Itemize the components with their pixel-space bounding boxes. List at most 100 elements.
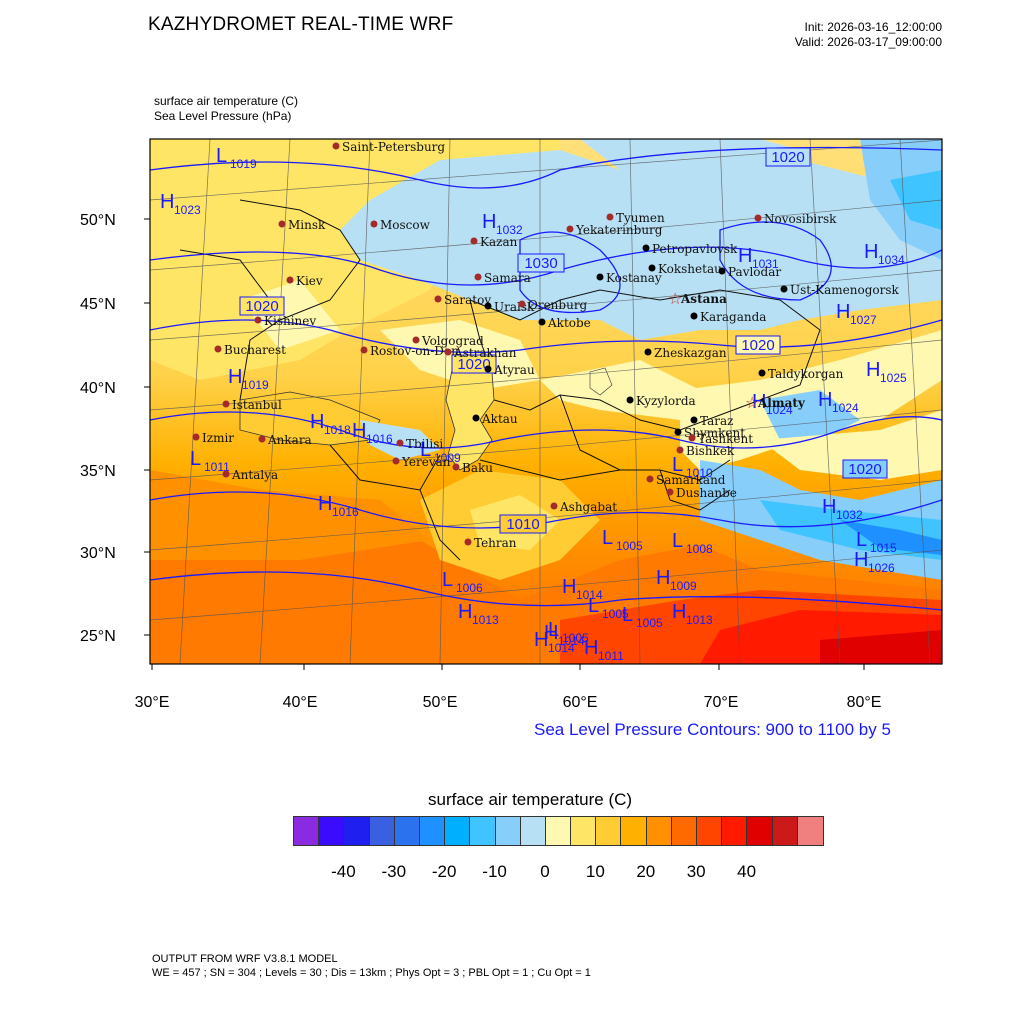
colorbar-swatch bbox=[747, 817, 773, 845]
high-pressure-center: H 1023 bbox=[160, 191, 201, 217]
capital-star-icon: ☆ bbox=[668, 289, 682, 308]
pressure-center-value: 1005 bbox=[562, 631, 589, 645]
city: Izmir bbox=[192, 431, 234, 445]
pressure-center-letter: H bbox=[544, 622, 558, 644]
high-pressure-center: H 1014 bbox=[534, 629, 575, 655]
svg-text:1010: 1010 bbox=[506, 516, 539, 533]
city: Aktau bbox=[472, 412, 518, 426]
city-label: Pavlodar bbox=[728, 265, 781, 279]
model-footer: OUTPUT FROM WRF V3.8.1 MODEL WE = 457 ; … bbox=[152, 952, 591, 980]
svg-text:1020: 1020 bbox=[245, 298, 278, 315]
pressure-center-letter: L bbox=[548, 619, 559, 641]
colorbar-label: 20 bbox=[636, 862, 656, 881]
city-label: Orenburg bbox=[528, 298, 588, 312]
colorbar-swatch bbox=[722, 817, 748, 845]
colorbar-swatch bbox=[319, 817, 345, 845]
colorbar-swatch bbox=[495, 817, 521, 845]
colorbar-swatch bbox=[520, 817, 546, 845]
pressure-center-letter: H bbox=[482, 211, 496, 233]
pressure-center-value: 1015 bbox=[870, 541, 897, 555]
city-label: Karaganda bbox=[700, 310, 766, 324]
city: Minsk bbox=[278, 218, 326, 232]
pressure-center-value: 1025 bbox=[880, 371, 907, 385]
city-dot-icon bbox=[484, 365, 492, 373]
colorbar-label: -20 bbox=[431, 862, 457, 881]
city-dot-icon bbox=[676, 446, 684, 454]
city: Taraz bbox=[690, 414, 733, 428]
isobar-label: 1020 bbox=[765, 147, 811, 167]
colorbar-swatch bbox=[621, 817, 647, 845]
city-dot-icon bbox=[484, 302, 492, 310]
colorbar-swatch bbox=[697, 817, 723, 845]
colorbar-swatch bbox=[646, 817, 672, 845]
low-pressure-center: L 1008 bbox=[672, 530, 713, 556]
lat-label: 40°N bbox=[80, 380, 116, 397]
city-label: Kazan bbox=[480, 235, 518, 249]
high-pressure-center: H 1026 bbox=[854, 549, 895, 575]
city-label: Tashkent bbox=[698, 432, 753, 446]
low-pressure-center: L 1005 bbox=[588, 595, 629, 621]
city-dot-icon bbox=[644, 348, 652, 356]
colorbar-swatch bbox=[294, 817, 320, 845]
city-dot-icon bbox=[452, 463, 460, 471]
city-dot-icon bbox=[690, 312, 698, 320]
high-pressure-center: H 1014 bbox=[562, 576, 603, 602]
city-dot-icon bbox=[360, 346, 368, 354]
city-dot-icon bbox=[518, 300, 526, 308]
low-pressure-center: L 1015 bbox=[856, 529, 897, 555]
city-dot-icon bbox=[412, 336, 420, 344]
pressure-center-letter: H bbox=[352, 420, 366, 442]
svg-text:1020: 1020 bbox=[741, 337, 774, 354]
city-dot-icon bbox=[278, 220, 286, 228]
city: Novosibirsk bbox=[754, 212, 837, 226]
city: Bishkek bbox=[676, 444, 735, 458]
city-label: Minsk bbox=[288, 218, 326, 232]
colorbar-swatch bbox=[671, 817, 697, 845]
city-label: Kiev bbox=[296, 274, 323, 288]
city-dot-icon bbox=[332, 142, 340, 150]
city-label: Yekaterinburg bbox=[575, 223, 663, 237]
high-pressure-center: H 1034 bbox=[864, 241, 905, 267]
city-label: Tbilisi bbox=[406, 437, 443, 451]
pressure-center-value: 1009 bbox=[434, 451, 461, 465]
pressure-center-letter: H bbox=[310, 411, 324, 433]
city: Taldykorgan bbox=[758, 367, 844, 381]
city-label: Baku bbox=[462, 461, 493, 475]
high-pressure-center: H 1032 bbox=[482, 211, 523, 237]
pressure-center-value: 1032 bbox=[496, 223, 523, 237]
city: Baku bbox=[452, 461, 493, 475]
city-dot-icon bbox=[606, 213, 614, 221]
low-pressure-center: L 1005 bbox=[548, 619, 589, 645]
pressure-center-value: 1023 bbox=[174, 203, 201, 217]
city-label: Zheskazgan bbox=[654, 346, 727, 360]
init-time: Init: 2026-03-16_12:00:00 bbox=[804, 20, 942, 34]
city-label: Kishinev bbox=[264, 314, 316, 328]
high-pressure-center: H 1027 bbox=[836, 301, 877, 327]
city-dot-icon bbox=[472, 414, 480, 422]
city-dot-icon bbox=[646, 475, 654, 483]
city-dot-icon bbox=[258, 435, 266, 443]
city-dot-icon bbox=[396, 439, 404, 447]
city-dot-icon bbox=[550, 502, 558, 510]
colorbar-swatch bbox=[419, 817, 446, 845]
colorbar-labels: -40 -30 -20 -10 0 10 20 30 40 bbox=[293, 862, 797, 884]
city: Antalya bbox=[222, 468, 278, 482]
pressure-center-value: 1014 bbox=[576, 588, 603, 602]
pressure-center-letter: H bbox=[228, 366, 242, 388]
pressure-center-letter: L bbox=[442, 569, 453, 591]
pressure-center-value: 1011 bbox=[598, 649, 624, 663]
forecast-map: 1020 1030 1020 1020 1020 1010 1020 L 1019… bbox=[80, 138, 943, 711]
low-pressure-center: L 1006 bbox=[442, 569, 483, 595]
city: Orenburg bbox=[518, 298, 588, 312]
city-dot-icon bbox=[392, 457, 400, 465]
city-dot-icon bbox=[254, 316, 262, 324]
city: Karaganda bbox=[690, 310, 766, 324]
city: Kyzylorda bbox=[626, 394, 696, 408]
city-label: Ashgabat bbox=[559, 500, 617, 514]
city-label: Atyrau bbox=[493, 363, 535, 377]
city-label: Saratov bbox=[444, 293, 491, 307]
city: Dushanbe bbox=[666, 486, 737, 500]
city: Kiev bbox=[286, 274, 323, 288]
city-dot-icon bbox=[370, 220, 378, 228]
colorbar-swatch bbox=[797, 817, 823, 845]
